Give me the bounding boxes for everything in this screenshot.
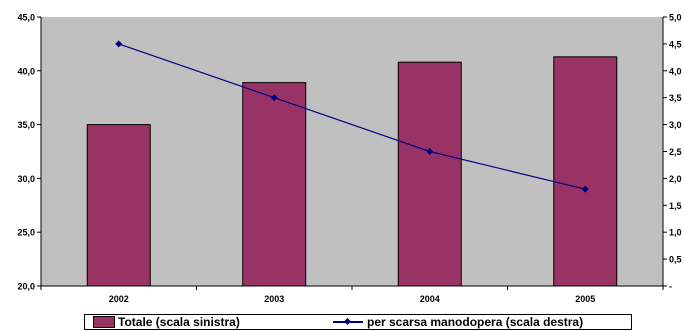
right-axis-tick-label: 0,5 (669, 255, 682, 265)
right-axis-tick-label: 4,5 (669, 39, 682, 49)
line-point-2004 (426, 148, 434, 155)
line-point-2003 (270, 94, 278, 102)
right-axis-tick-label: 1,0 (669, 228, 682, 238)
left-axis-tick-label: 25,0 (17, 228, 35, 238)
bar-2005 (553, 56, 618, 287)
bar-2003 (242, 82, 307, 287)
line-point-2005 (581, 185, 589, 193)
right-axis-tick-label: 1,5 (669, 201, 682, 211)
bar-2004 (397, 61, 462, 287)
right-axis-tick-label: 2,5 (669, 147, 682, 157)
left-axis-tick-label: 20,0 (17, 282, 35, 292)
bar-2002 (86, 124, 151, 287)
line-point-2002 (115, 40, 123, 48)
legend-label-totale: Totale (scala sinistra) (118, 315, 240, 329)
right-axis-tick-label: 3,0 (669, 120, 682, 130)
x-axis-tick-label: 2004 (420, 294, 440, 304)
left-axis-tick-label: 30,0 (17, 174, 35, 184)
legend-swatch-bar (93, 316, 115, 328)
legend: Totale (scala sinistra) per scarsa manod… (84, 314, 632, 330)
left-axis-tick-label: 45,0 (17, 13, 35, 23)
legend-swatch-line (333, 317, 363, 327)
right-axis-tick-label: 5,0 (669, 13, 682, 23)
legend-item-manodopera: per scarsa manodopera (scala destra) (333, 315, 583, 329)
x-axis-tick-label: 2005 (575, 294, 595, 304)
line-series-manodopera (118, 43, 586, 190)
right-axis-tick-label: 4,0 (669, 66, 682, 76)
legend-item-totale: Totale (scala sinistra) (93, 315, 240, 329)
x-axis-tick-label: 2003 (264, 294, 284, 304)
left-axis-tick-label: 35,0 (17, 120, 35, 130)
right-axis-tick-label: - (669, 282, 672, 292)
left-axis-tick-label: 40,0 (17, 66, 35, 76)
right-axis-tick-label: 3,5 (669, 93, 682, 103)
legend-label-manodopera: per scarsa manodopera (scala destra) (367, 315, 584, 329)
x-axis-tick-label: 2002 (109, 294, 129, 304)
right-axis-tick-label: 2,0 (669, 174, 682, 184)
